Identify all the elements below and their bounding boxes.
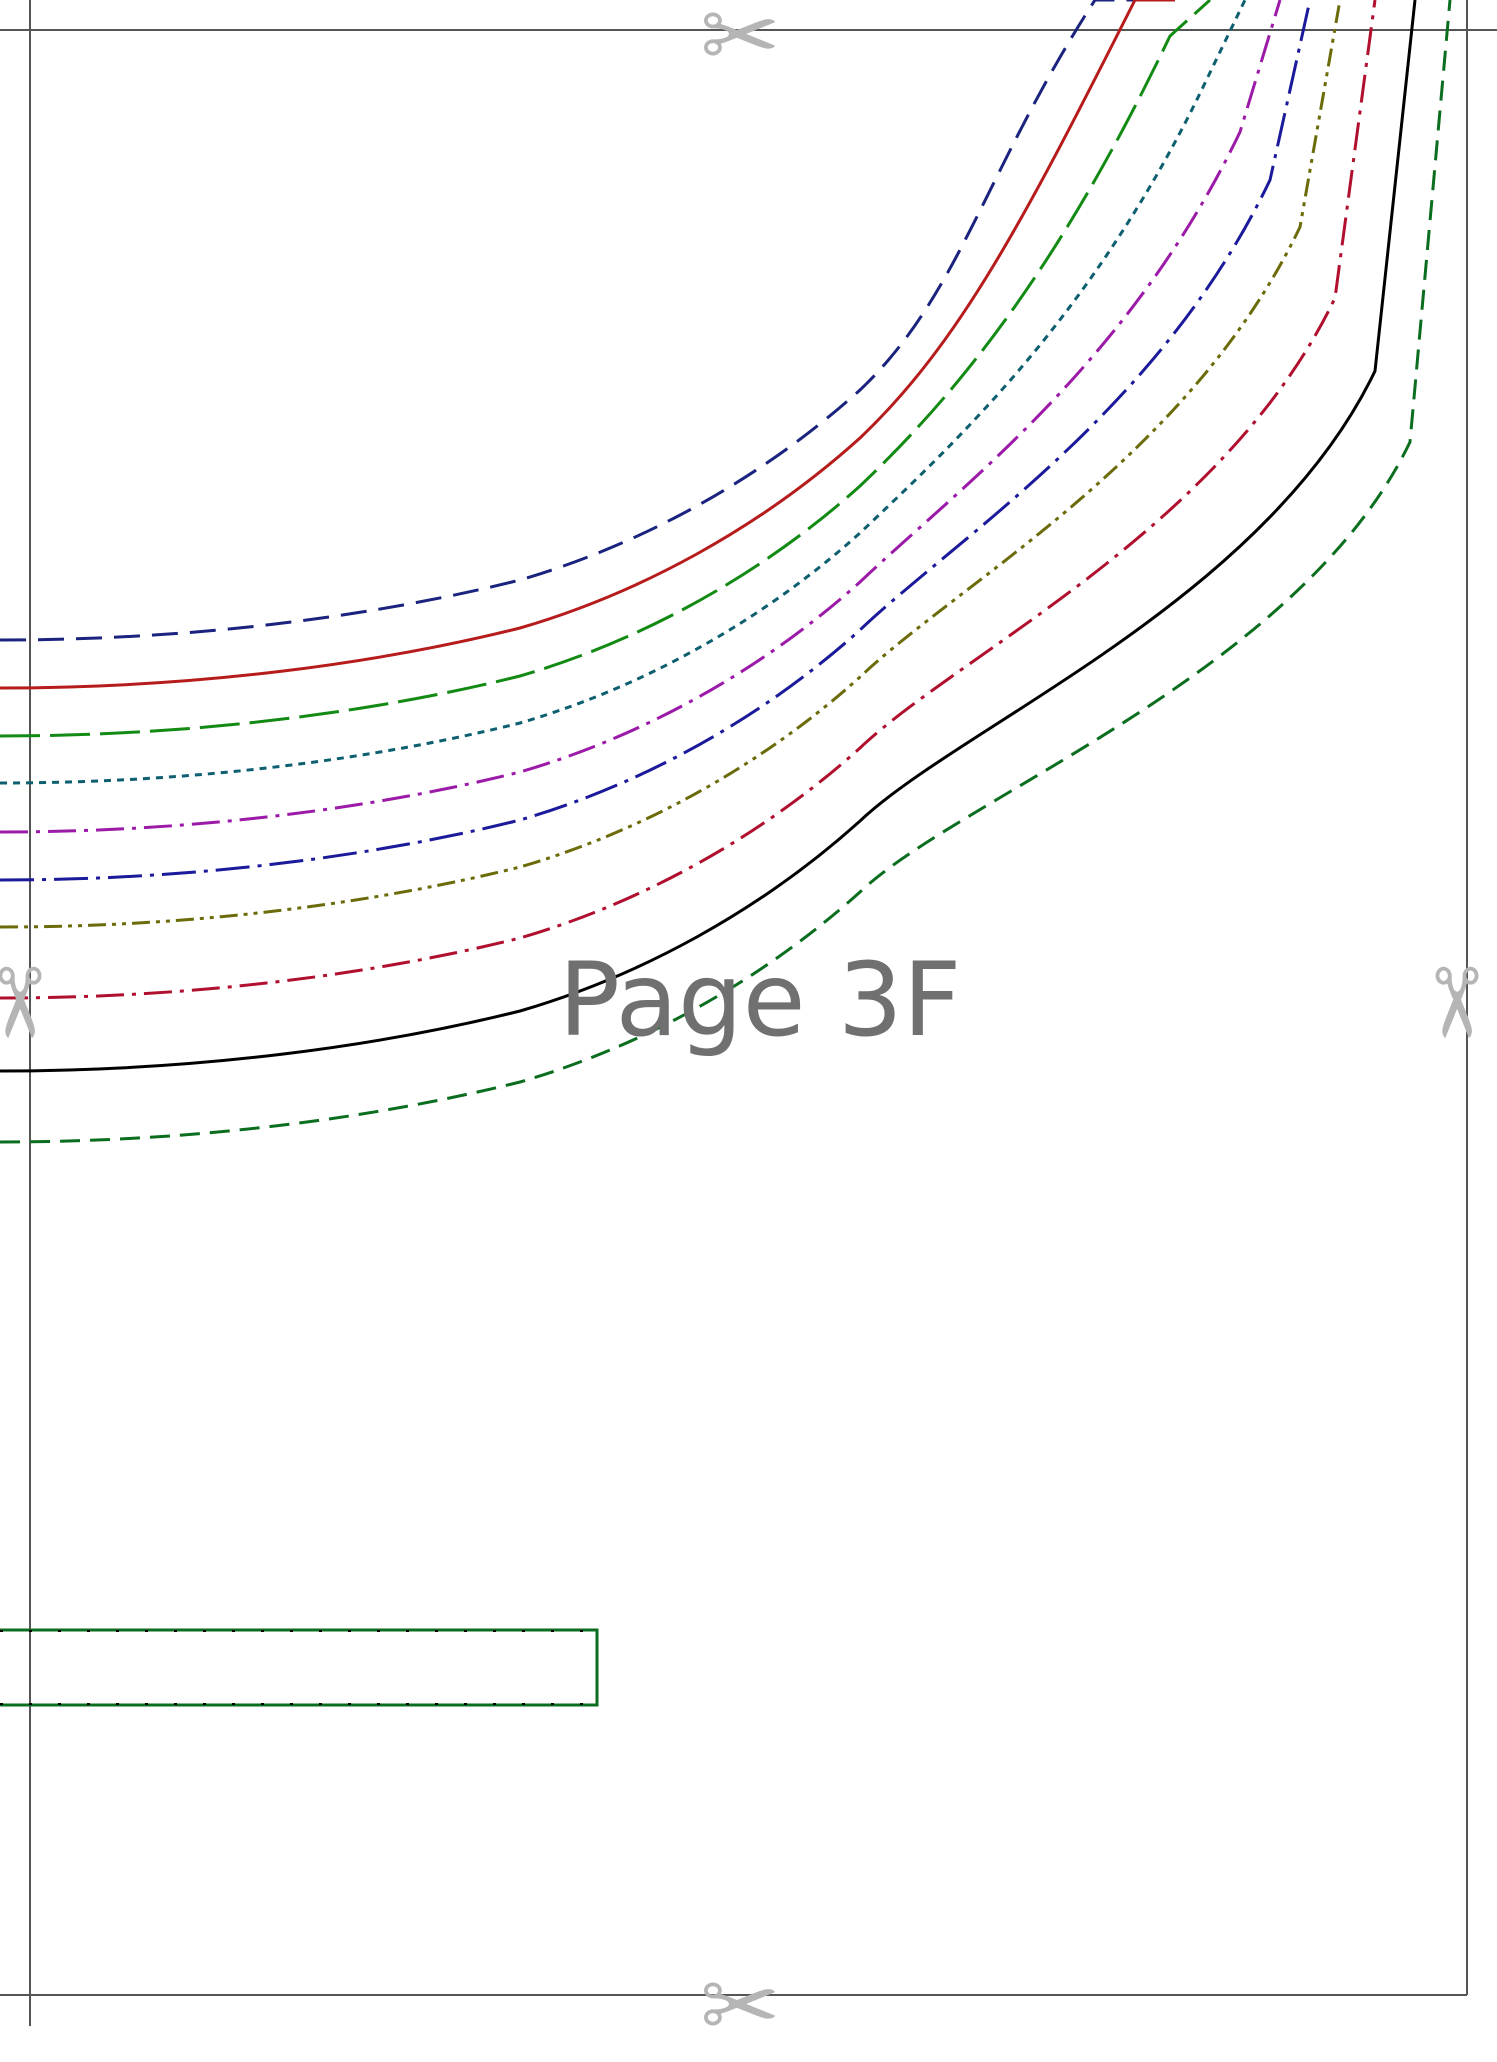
scissors-icon: ✂ <box>700 0 781 92</box>
size-curves <box>0 0 1452 1144</box>
size-curve <box>0 0 1417 1073</box>
size-curve <box>0 0 1135 642</box>
rectangle-outline <box>0 1628 599 1707</box>
size-curve <box>0 0 1342 929</box>
size-curve <box>0 0 1175 690</box>
size-curve <box>0 0 1247 785</box>
pattern-rectangle <box>0 1628 599 1707</box>
size-curve <box>0 0 1212 738</box>
scissors-icon: ✂ <box>0 963 74 1043</box>
size-curve <box>0 0 1377 1000</box>
size-curve <box>0 0 1282 834</box>
scissors-icon: ✂ <box>1399 963 1497 1043</box>
rectangle-inner-dash <box>0 1630 596 1705</box>
size-curve <box>0 0 1452 1144</box>
page-label: Page 3F <box>558 941 962 1060</box>
size-curve <box>0 0 1312 882</box>
scissors-icon: ✂ <box>700 1950 781 2062</box>
